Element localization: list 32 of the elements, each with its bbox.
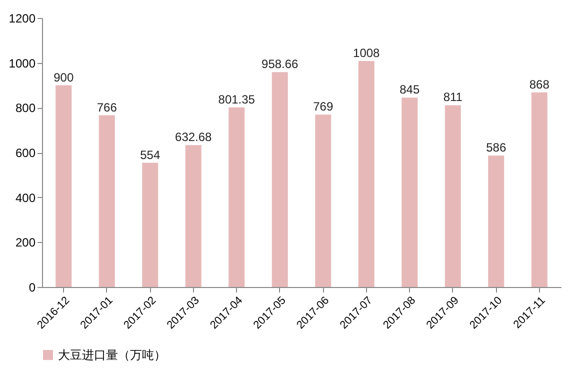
- data-label: 586: [486, 140, 506, 155]
- data-label: 554: [140, 148, 160, 162]
- bar: [142, 162, 158, 287]
- data-label: 1008: [353, 46, 380, 60]
- bar: [358, 61, 374, 287]
- bar: [56, 85, 72, 287]
- y-tick-label: 400: [15, 190, 36, 205]
- data-label: 801.35: [218, 92, 256, 106]
- bar: [228, 107, 245, 287]
- legend-label: 大豆进口量（万吨）: [58, 348, 166, 362]
- data-label: 845: [400, 82, 420, 97]
- y-tick-label: 1000: [8, 56, 36, 70]
- data-label: 958.66: [262, 57, 299, 72]
- y-tick-label: 600: [15, 146, 36, 160]
- y-tick-label: 1200: [8, 12, 36, 26]
- bar: [488, 156, 504, 287]
- y-tick-label: 0: [28, 280, 36, 294]
- bar: [402, 98, 418, 287]
- bar: [531, 92, 548, 287]
- data-label: 811: [443, 90, 463, 104]
- bar: [444, 105, 461, 287]
- y-tick-label: 800: [15, 101, 36, 116]
- data-label: 868: [529, 77, 550, 92]
- bar: [98, 115, 115, 287]
- data-label: 769: [313, 100, 334, 114]
- bar: [185, 145, 202, 287]
- data-label: 900: [54, 70, 74, 84]
- bar: [315, 114, 332, 287]
- data-label: 766: [96, 100, 118, 114]
- data-label: 632.68: [175, 130, 212, 144]
- y-tick-label: 200: [15, 236, 36, 250]
- bar: [272, 72, 288, 287]
